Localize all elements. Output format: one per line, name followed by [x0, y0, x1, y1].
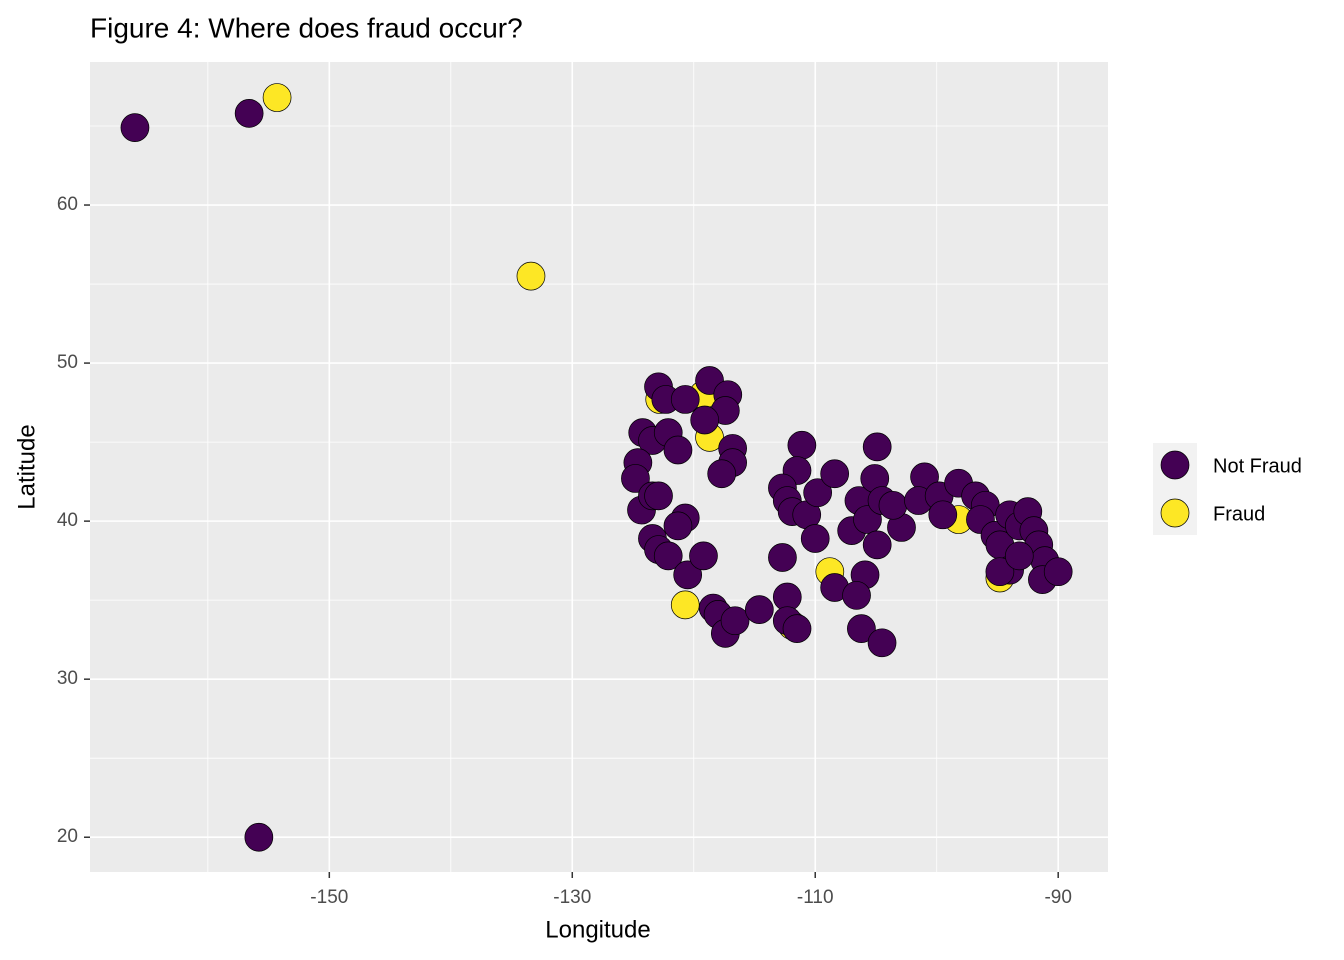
legend-key	[1160, 450, 1190, 480]
x-tick-label: -90	[1044, 887, 1071, 908]
point	[800, 524, 830, 553]
point	[663, 435, 693, 465]
legend-label: Not Fraud	[1213, 455, 1302, 477]
y-tick-label: 40	[57, 510, 78, 531]
x-tick-label: -110	[797, 887, 834, 908]
point	[768, 543, 797, 572]
y-tick-label: 60	[57, 194, 78, 215]
point	[707, 459, 737, 489]
point	[1043, 557, 1073, 587]
point	[847, 614, 876, 643]
point	[787, 430, 817, 460]
panel	[90, 62, 1108, 872]
point	[985, 557, 1015, 587]
point	[670, 385, 700, 414]
point	[690, 405, 720, 435]
point	[653, 541, 683, 571]
point	[673, 560, 703, 590]
point	[720, 606, 750, 636]
point	[862, 432, 892, 462]
point	[745, 595, 774, 624]
chart-title: Figure 4: Where does fraud occur?	[90, 12, 523, 43]
point	[928, 500, 958, 530]
point	[120, 113, 150, 142]
point	[689, 541, 718, 571]
y-tick-label: 30	[57, 668, 78, 689]
legend-key	[1160, 498, 1190, 528]
y-axis-title: Latitude	[13, 424, 40, 509]
point	[867, 628, 897, 658]
point	[862, 530, 892, 560]
point	[670, 590, 700, 620]
y-tick-label: 20	[57, 826, 78, 847]
point	[842, 581, 871, 610]
x-axis-title: Longitude	[545, 916, 650, 943]
legend-label: Fraud	[1213, 503, 1265, 525]
point	[234, 99, 264, 128]
point	[644, 481, 673, 511]
point	[803, 478, 833, 508]
x-tick-label: -130	[553, 887, 591, 908]
point	[782, 614, 812, 643]
point	[262, 83, 292, 112]
point	[244, 822, 274, 852]
x-tick-label: -150	[310, 887, 348, 908]
point	[878, 490, 908, 520]
point	[621, 464, 650, 493]
point	[1004, 541, 1034, 571]
point	[516, 261, 546, 291]
point	[663, 511, 693, 541]
point	[820, 459, 850, 489]
y-tick-label: 50	[57, 352, 78, 373]
